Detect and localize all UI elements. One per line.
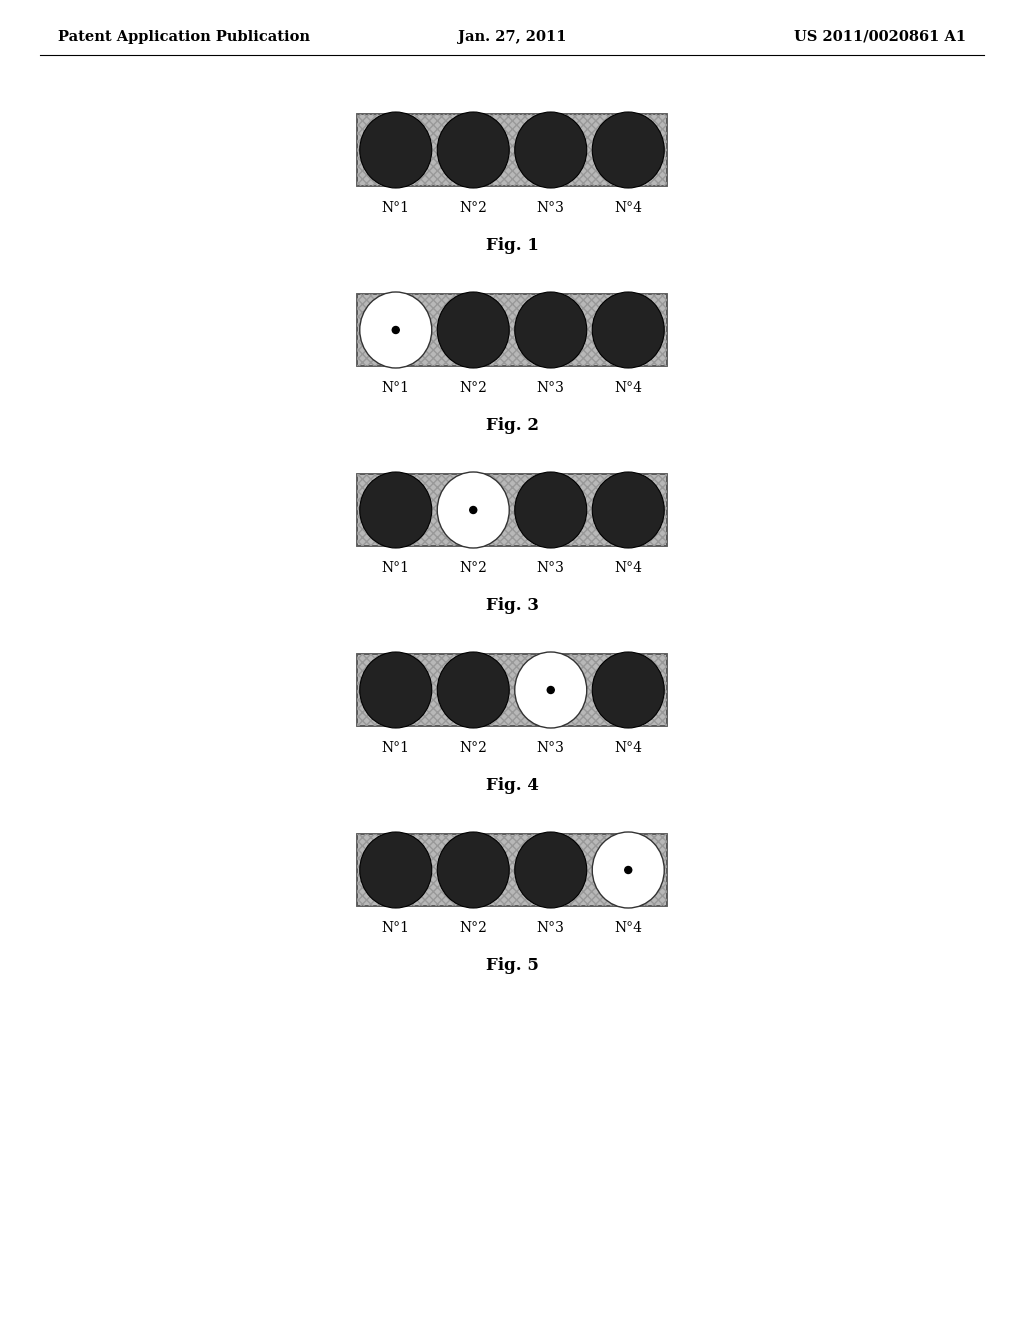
Text: Fig. 2: Fig. 2	[485, 417, 539, 434]
Text: Jan. 27, 2011: Jan. 27, 2011	[458, 30, 566, 44]
Text: N°1: N°1	[382, 381, 410, 395]
Text: Fig. 5: Fig. 5	[485, 957, 539, 974]
Ellipse shape	[515, 473, 587, 548]
Text: N°3: N°3	[537, 201, 564, 215]
Text: N°3: N°3	[537, 381, 564, 395]
Ellipse shape	[359, 292, 432, 368]
Bar	[357, 474, 667, 546]
Bar	[357, 474, 667, 546]
Ellipse shape	[592, 832, 665, 908]
Ellipse shape	[437, 652, 509, 729]
Ellipse shape	[359, 473, 432, 548]
Ellipse shape	[437, 292, 509, 368]
Text: N°4: N°4	[614, 741, 642, 755]
Text: N°1: N°1	[382, 561, 410, 576]
Ellipse shape	[592, 473, 665, 548]
Circle shape	[625, 866, 632, 874]
Bar	[357, 294, 667, 366]
Bar	[357, 653, 667, 726]
Text: N°4: N°4	[614, 201, 642, 215]
Text: N°4: N°4	[614, 921, 642, 935]
Text: N°1: N°1	[382, 741, 410, 755]
Circle shape	[392, 326, 399, 334]
Bar	[357, 653, 667, 726]
Ellipse shape	[515, 652, 587, 729]
Ellipse shape	[515, 112, 587, 187]
Text: N°3: N°3	[537, 921, 564, 935]
Bar	[357, 294, 667, 366]
Ellipse shape	[437, 473, 509, 548]
Text: N°2: N°2	[460, 381, 487, 395]
Ellipse shape	[592, 292, 665, 368]
Text: N°1: N°1	[382, 201, 410, 215]
Circle shape	[470, 507, 477, 513]
Text: N°2: N°2	[460, 741, 487, 755]
Ellipse shape	[592, 652, 665, 729]
Bar	[357, 114, 667, 186]
Text: N°2: N°2	[460, 561, 487, 576]
Text: N°4: N°4	[614, 561, 642, 576]
Circle shape	[547, 686, 554, 693]
Text: N°3: N°3	[537, 741, 564, 755]
Text: Fig. 4: Fig. 4	[485, 777, 539, 795]
Text: N°2: N°2	[460, 201, 487, 215]
Text: Fig. 1: Fig. 1	[485, 238, 539, 253]
Text: Patent Application Publication: Patent Application Publication	[58, 30, 310, 44]
Ellipse shape	[515, 292, 587, 368]
Ellipse shape	[515, 832, 587, 908]
Text: Fig. 3: Fig. 3	[485, 597, 539, 614]
Text: N°1: N°1	[382, 921, 410, 935]
Bar	[357, 834, 667, 906]
Bar	[357, 114, 667, 186]
Ellipse shape	[359, 652, 432, 729]
Ellipse shape	[592, 112, 665, 187]
Text: N°2: N°2	[460, 921, 487, 935]
Ellipse shape	[437, 832, 509, 908]
Ellipse shape	[437, 112, 509, 187]
Text: N°4: N°4	[614, 381, 642, 395]
Text: US 2011/0020861 A1: US 2011/0020861 A1	[794, 30, 966, 44]
Ellipse shape	[359, 832, 432, 908]
Ellipse shape	[359, 112, 432, 187]
Text: N°3: N°3	[537, 561, 564, 576]
Bar	[357, 834, 667, 906]
